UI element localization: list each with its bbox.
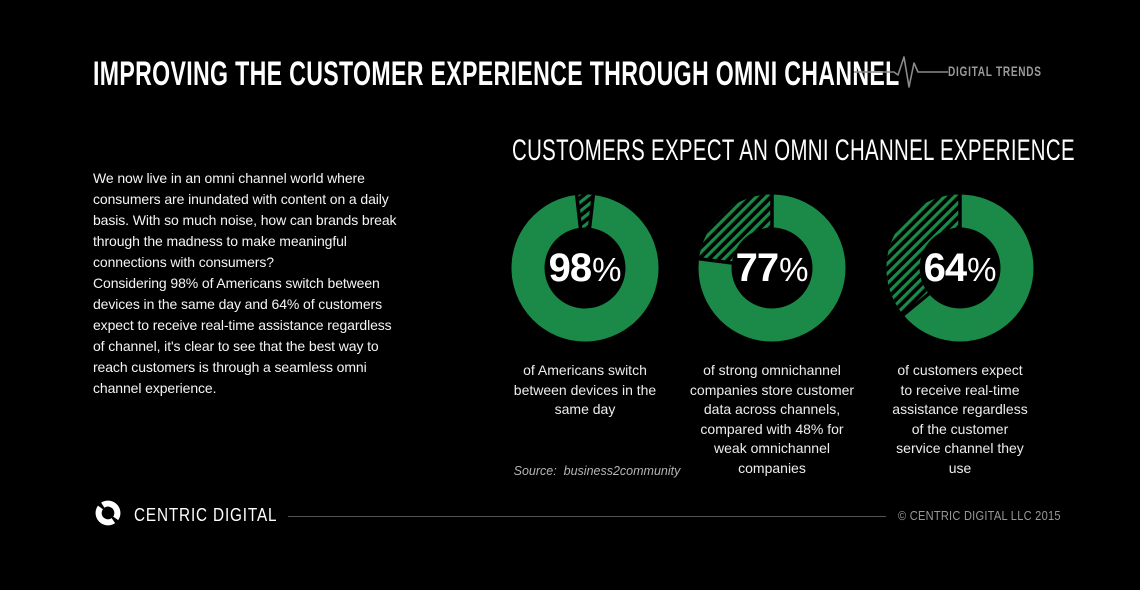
digital-trends-label: DIGITAL TRENDS [948,63,1042,79]
footer-brand-name: CENTRIC DIGITAL [134,505,278,525]
pulse-icon [854,56,948,88]
donut-value-label: 77% [735,246,809,290]
centric-digital-logo-icon [95,500,121,526]
donut-chart-omnichannel-data: 77% [698,194,846,342]
page-title: IMPROVING THE CUSTOMER EXPERIENCE THROUG… [93,55,900,93]
section-title: CUSTOMERS EXPECT AN OMNI CHANNEL EXPERIE… [512,134,1075,167]
footer-divider [288,516,886,517]
source-credit: Source: business2community [513,464,681,478]
donut-caption: of Americans switch between devices in t… [513,362,657,417]
intro-text: We now live in an omni channel world whe… [93,168,455,399]
donut-value-label: 98% [548,246,622,290]
donut-chart-devices: 98% [511,194,659,342]
copyright-text: © CENTRIC DIGITAL LLC 2015 [898,508,1061,523]
donut-caption: of strong omnichannel companies store cu… [689,362,855,476]
donut-value-label: 64% [923,246,997,290]
intro-paragraph: Considering 98% of Americans switch betw… [93,275,392,396]
intro-paragraph: We now live in an omni channel world whe… [93,170,397,270]
donut-chart-realtime-assistance: 64% [886,194,1034,342]
donut-caption: of customers expect to receive real-time… [892,362,1028,476]
